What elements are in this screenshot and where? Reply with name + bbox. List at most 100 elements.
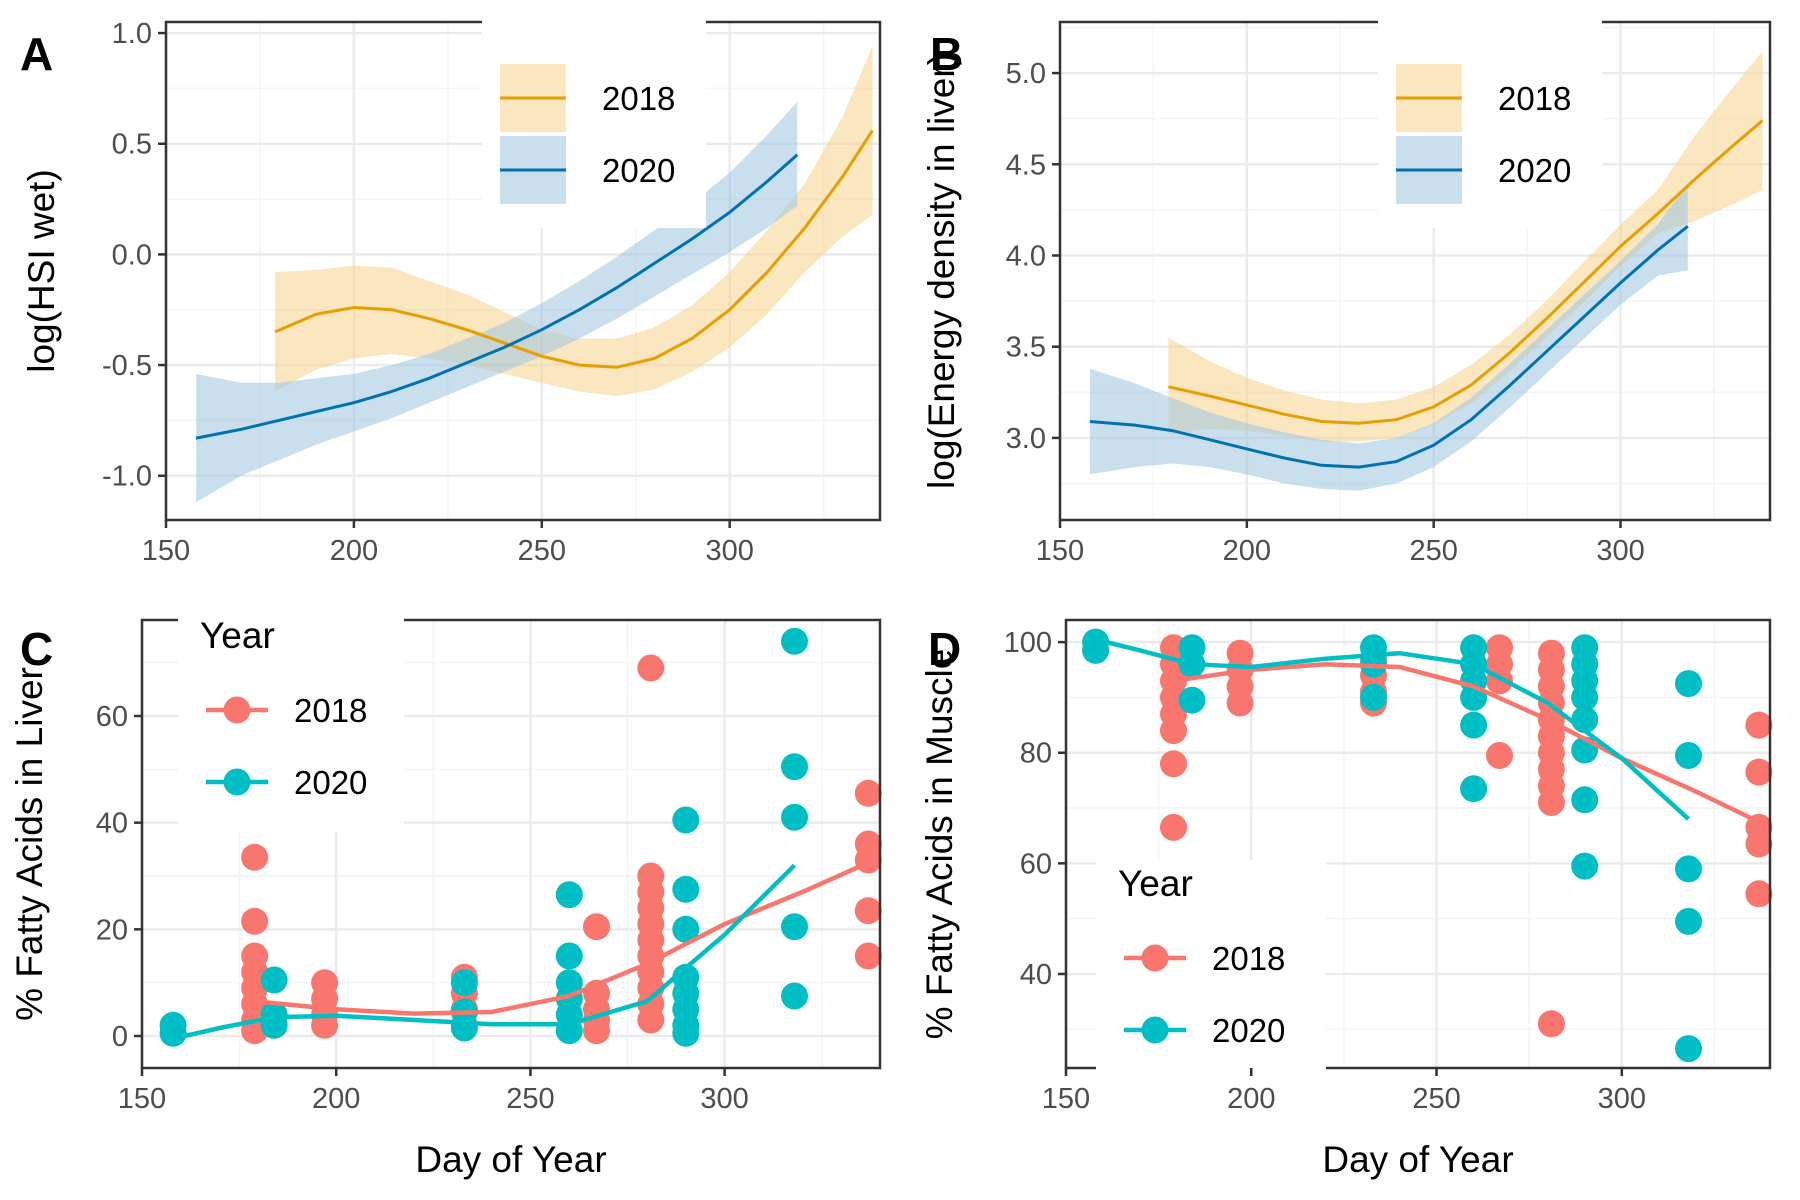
x-tick-label: 300 — [1598, 1083, 1646, 1115]
x-tick-label: 150 — [118, 1083, 166, 1115]
x-tick-label: 300 — [705, 535, 753, 567]
confidence-band-2018 — [275, 46, 873, 397]
legend-key-point-2020 — [1141, 1016, 1169, 1044]
x-tick-label: 300 — [1596, 535, 1644, 567]
y-tick-label: 40 — [96, 808, 128, 840]
y-tick-label: 4.0 — [1006, 240, 1046, 272]
panel-letter: C — [20, 623, 53, 675]
y-axis-title: % Fatty Acids in Liver — [9, 667, 50, 1021]
x-tick-label: 200 — [312, 1083, 360, 1115]
panel-letter: B — [930, 28, 963, 80]
data-point-2018 — [1745, 880, 1773, 908]
y-tick-label: 60 — [1020, 848, 1052, 880]
legend: Year 2018 2020 — [1096, 860, 1326, 1080]
x-tick-label: 250 — [1412, 1083, 1460, 1115]
data-point-2018 — [1745, 711, 1773, 739]
fit-line-2020 — [1089, 225, 1689, 469]
data-point-2020 — [1178, 686, 1206, 714]
data-point-2020 — [1675, 907, 1702, 935]
confidence-band-2020 — [1089, 182, 1688, 491]
data-point-2018 — [583, 1017, 610, 1045]
data-point-2018 — [637, 654, 665, 682]
data-point-2020 — [1675, 670, 1702, 698]
x-tick-label: 200 — [330, 535, 378, 567]
data-point-2018 — [241, 907, 269, 935]
x-tick-label: 200 — [1227, 1083, 1275, 1115]
x-tick-label: 250 — [1409, 535, 1457, 567]
y-tick-label: 100 — [1004, 627, 1052, 659]
y-tick-label: 80 — [1020, 738, 1052, 770]
x-tick-label: 150 — [1042, 1083, 1090, 1115]
x-tick-label: 200 — [1223, 535, 1271, 567]
data-point-2018 — [583, 913, 610, 941]
legend-key-point-2018 — [223, 696, 251, 724]
panel-border — [140, 618, 882, 1070]
y-tick-label: 1.0 — [112, 18, 152, 50]
data-point-2020 — [1675, 855, 1702, 883]
trend-line-2020 — [172, 863, 797, 1041]
panel-letter: D — [928, 623, 961, 675]
panel-d: Year 2018 2020 150 200 250 300 40 60 80 100 % Fatty… — [919, 618, 1773, 1180]
x-tick-label: 250 — [506, 1083, 554, 1115]
legend-label-2018: 2018 — [1212, 940, 1285, 977]
data-point-2020 — [781, 803, 808, 831]
y-tick-label: 60 — [96, 701, 128, 733]
data-point-2018 — [1160, 750, 1187, 778]
data-point-2020 — [1360, 683, 1387, 711]
data-point-2020 — [1675, 1035, 1702, 1063]
data-point-2018 — [854, 942, 882, 970]
data-point-2020 — [450, 1014, 478, 1042]
confidence-band-2020 — [196, 101, 798, 503]
data-point-2020 — [159, 1019, 187, 1047]
data-point-2018 — [1486, 742, 1513, 769]
y-tick-label: 4.5 — [1006, 149, 1046, 181]
data-point-2020 — [450, 969, 478, 997]
legend-label-2018: 2018 — [602, 80, 675, 117]
x-tick-label: 300 — [700, 1083, 748, 1115]
data-point-2020 — [781, 753, 808, 781]
y-tick-label: -1.0 — [102, 461, 152, 493]
data-point-2020 — [1571, 683, 1599, 711]
y-axis-title: % Fatty Acids in Muscle — [919, 649, 960, 1040]
y-axis-title: log(HSI wet) — [21, 169, 62, 373]
y-tick-label: 5.0 — [1006, 58, 1046, 90]
data-point-2020 — [260, 966, 288, 994]
legend-key-point-2018 — [1141, 944, 1169, 972]
x-axis-title: Day of Year — [1322, 1139, 1513, 1180]
data-point-2018 — [1537, 789, 1565, 816]
legend: 2018 2020 — [482, 20, 706, 228]
y-tick-label: 3.5 — [1006, 332, 1046, 364]
y-tick-label: -0.5 — [102, 350, 152, 382]
data-point-2020 — [672, 1019, 700, 1047]
data-point-2018 — [241, 843, 269, 871]
data-point-2020 — [781, 913, 808, 941]
data-point-2020 — [1571, 852, 1599, 880]
data-point-2018 — [1745, 830, 1773, 858]
data-point-2020 — [672, 806, 700, 834]
panel-border — [1064, 618, 1772, 1070]
data-point-2020 — [781, 627, 808, 655]
fit-line-2020 — [195, 153, 799, 440]
data-point-2018 — [1745, 758, 1773, 786]
y-axis-title: log(Energy density in liver) — [921, 53, 962, 489]
data-point-2020 — [1082, 636, 1110, 664]
data-point-2020 — [1460, 775, 1488, 803]
data-point-2020 — [1675, 742, 1702, 769]
y-tick-label: 0.5 — [112, 129, 152, 161]
data-point-2020 — [672, 915, 700, 943]
panel-c: Year 2018 2020 150 200 250 300 0 20 40 60 % Fatty A… — [9, 612, 882, 1180]
trend-line-2018 — [254, 860, 870, 1016]
data-point-2020 — [672, 875, 700, 903]
legend-label-2018: 2018 — [1498, 80, 1571, 117]
y-tick-label: 0 — [112, 1021, 128, 1053]
data-point-2018 — [311, 1011, 339, 1039]
trend-line-2020 — [1095, 637, 1691, 821]
data-point-2020 — [1571, 786, 1599, 814]
legend-key-point-2020 — [223, 768, 251, 796]
legend-label-2020: 2020 — [1212, 1012, 1285, 1049]
x-tick-label: 250 — [518, 535, 566, 567]
data-point-2018 — [854, 897, 882, 925]
panel-a: 2018 2020 150 200 250 300 -1.0 -0.5 0.0 0.5 1.0 log… — [20, 18, 882, 567]
legend-background — [1096, 860, 1326, 1080]
